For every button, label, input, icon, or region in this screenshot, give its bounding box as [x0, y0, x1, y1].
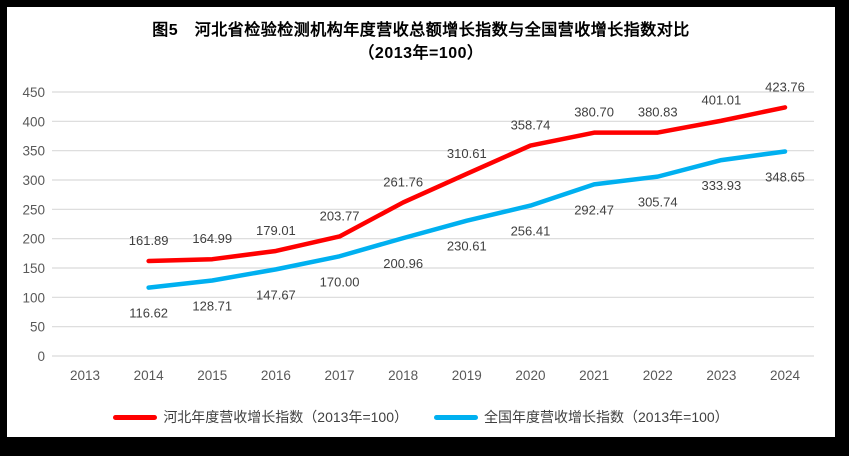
- data-label: 423.76: [765, 79, 805, 94]
- legend-label-hebei: 河北年度营收增长指数（2013年=100）: [163, 409, 408, 425]
- data-label: 348.65: [765, 169, 805, 184]
- x-axis-tick-label: 2023: [706, 368, 736, 383]
- y-axis-tick-label: 150: [22, 261, 45, 276]
- y-axis-tick-label: 250: [22, 202, 45, 217]
- x-axis-tick-label: 2019: [452, 368, 482, 383]
- data-label: 401.01: [701, 93, 741, 108]
- chart-title-line1: 图5 河北省检验检测机构年度营收总额增长指数与全国营收增长指数对比: [152, 22, 690, 39]
- x-axis-tick-label: 2020: [515, 368, 545, 383]
- y-axis-tick-label: 50: [30, 320, 45, 335]
- x-axis-tick-label: 2013: [70, 368, 100, 383]
- chart-legend: 河北年度营收增长指数（2013年=100） 全国年度营收增长指数（2013年=1…: [7, 406, 835, 428]
- data-label: 170.00: [320, 274, 360, 289]
- national-series-swatch-icon: [434, 414, 478, 420]
- y-axis-tick-label: 300: [22, 173, 45, 188]
- chart-title: 图5 河北省检验检测机构年度营收总额增长指数与全国营收增长指数对比 （2013年…: [7, 19, 835, 65]
- data-label: 161.89: [129, 233, 169, 248]
- data-label: 128.71: [192, 298, 232, 313]
- data-label: 147.67: [256, 287, 296, 302]
- y-axis-tick-label: 100: [22, 290, 45, 305]
- data-label: 203.77: [320, 208, 360, 223]
- data-label: 292.47: [574, 202, 614, 217]
- x-axis-tick-label: 2018: [388, 368, 418, 383]
- x-axis-tick-label: 2022: [643, 368, 673, 383]
- y-axis-tick-label: 400: [22, 114, 45, 129]
- y-axis-tick-label: 200: [22, 232, 45, 247]
- data-label: 358.74: [511, 118, 551, 133]
- data-label: 164.99: [192, 231, 232, 246]
- chart-panel: 0 50 100 150 200 250 300 350 400 450 2013 2014 2015 2…: [7, 7, 835, 437]
- x-axis-tick-label: 2015: [197, 368, 227, 383]
- legend-item-hebei: 河北年度营收增长指数（2013年=100）: [113, 407, 408, 427]
- legend-label-national: 全国年度营收增长指数（2013年=100）: [484, 409, 729, 425]
- x-axis-tick-label: 2014: [134, 368, 165, 383]
- hebei-series-line: [146, 105, 788, 264]
- y-axis-tick-label: 350: [22, 144, 45, 159]
- data-label: 333.93: [701, 178, 741, 193]
- data-label: 179.01: [256, 223, 296, 238]
- data-label: 305.74: [638, 195, 678, 210]
- data-label: 230.61: [447, 239, 487, 254]
- data-label: 380.70: [574, 105, 614, 120]
- legend-item-national: 全国年度营收增长指数（2013年=100）: [434, 407, 729, 427]
- chart-title-line2: （2013年=100）: [358, 45, 484, 62]
- y-axis-tick-label: 0: [37, 349, 45, 364]
- data-label: 380.83: [638, 105, 678, 120]
- national-series-line: [146, 149, 788, 290]
- data-label: 256.41: [511, 224, 551, 239]
- hebei-series-swatch-icon: [113, 414, 158, 420]
- data-label: 200.96: [383, 256, 423, 271]
- x-axis-tick-label: 2016: [261, 368, 291, 383]
- data-label: 310.61: [447, 146, 487, 161]
- y-axis-tick-label: 450: [22, 85, 45, 100]
- data-label: 116.62: [129, 306, 168, 321]
- x-axis-tick-label: 2017: [325, 368, 355, 383]
- x-axis-tick-label: 2024: [770, 368, 801, 383]
- data-label: 261.76: [383, 174, 423, 189]
- line-chart-canvas: 0 50 100 150 200 250 300 350 400 450 2013 2014 2015 2…: [22, 79, 814, 383]
- x-axis-tick-label: 2021: [579, 368, 609, 383]
